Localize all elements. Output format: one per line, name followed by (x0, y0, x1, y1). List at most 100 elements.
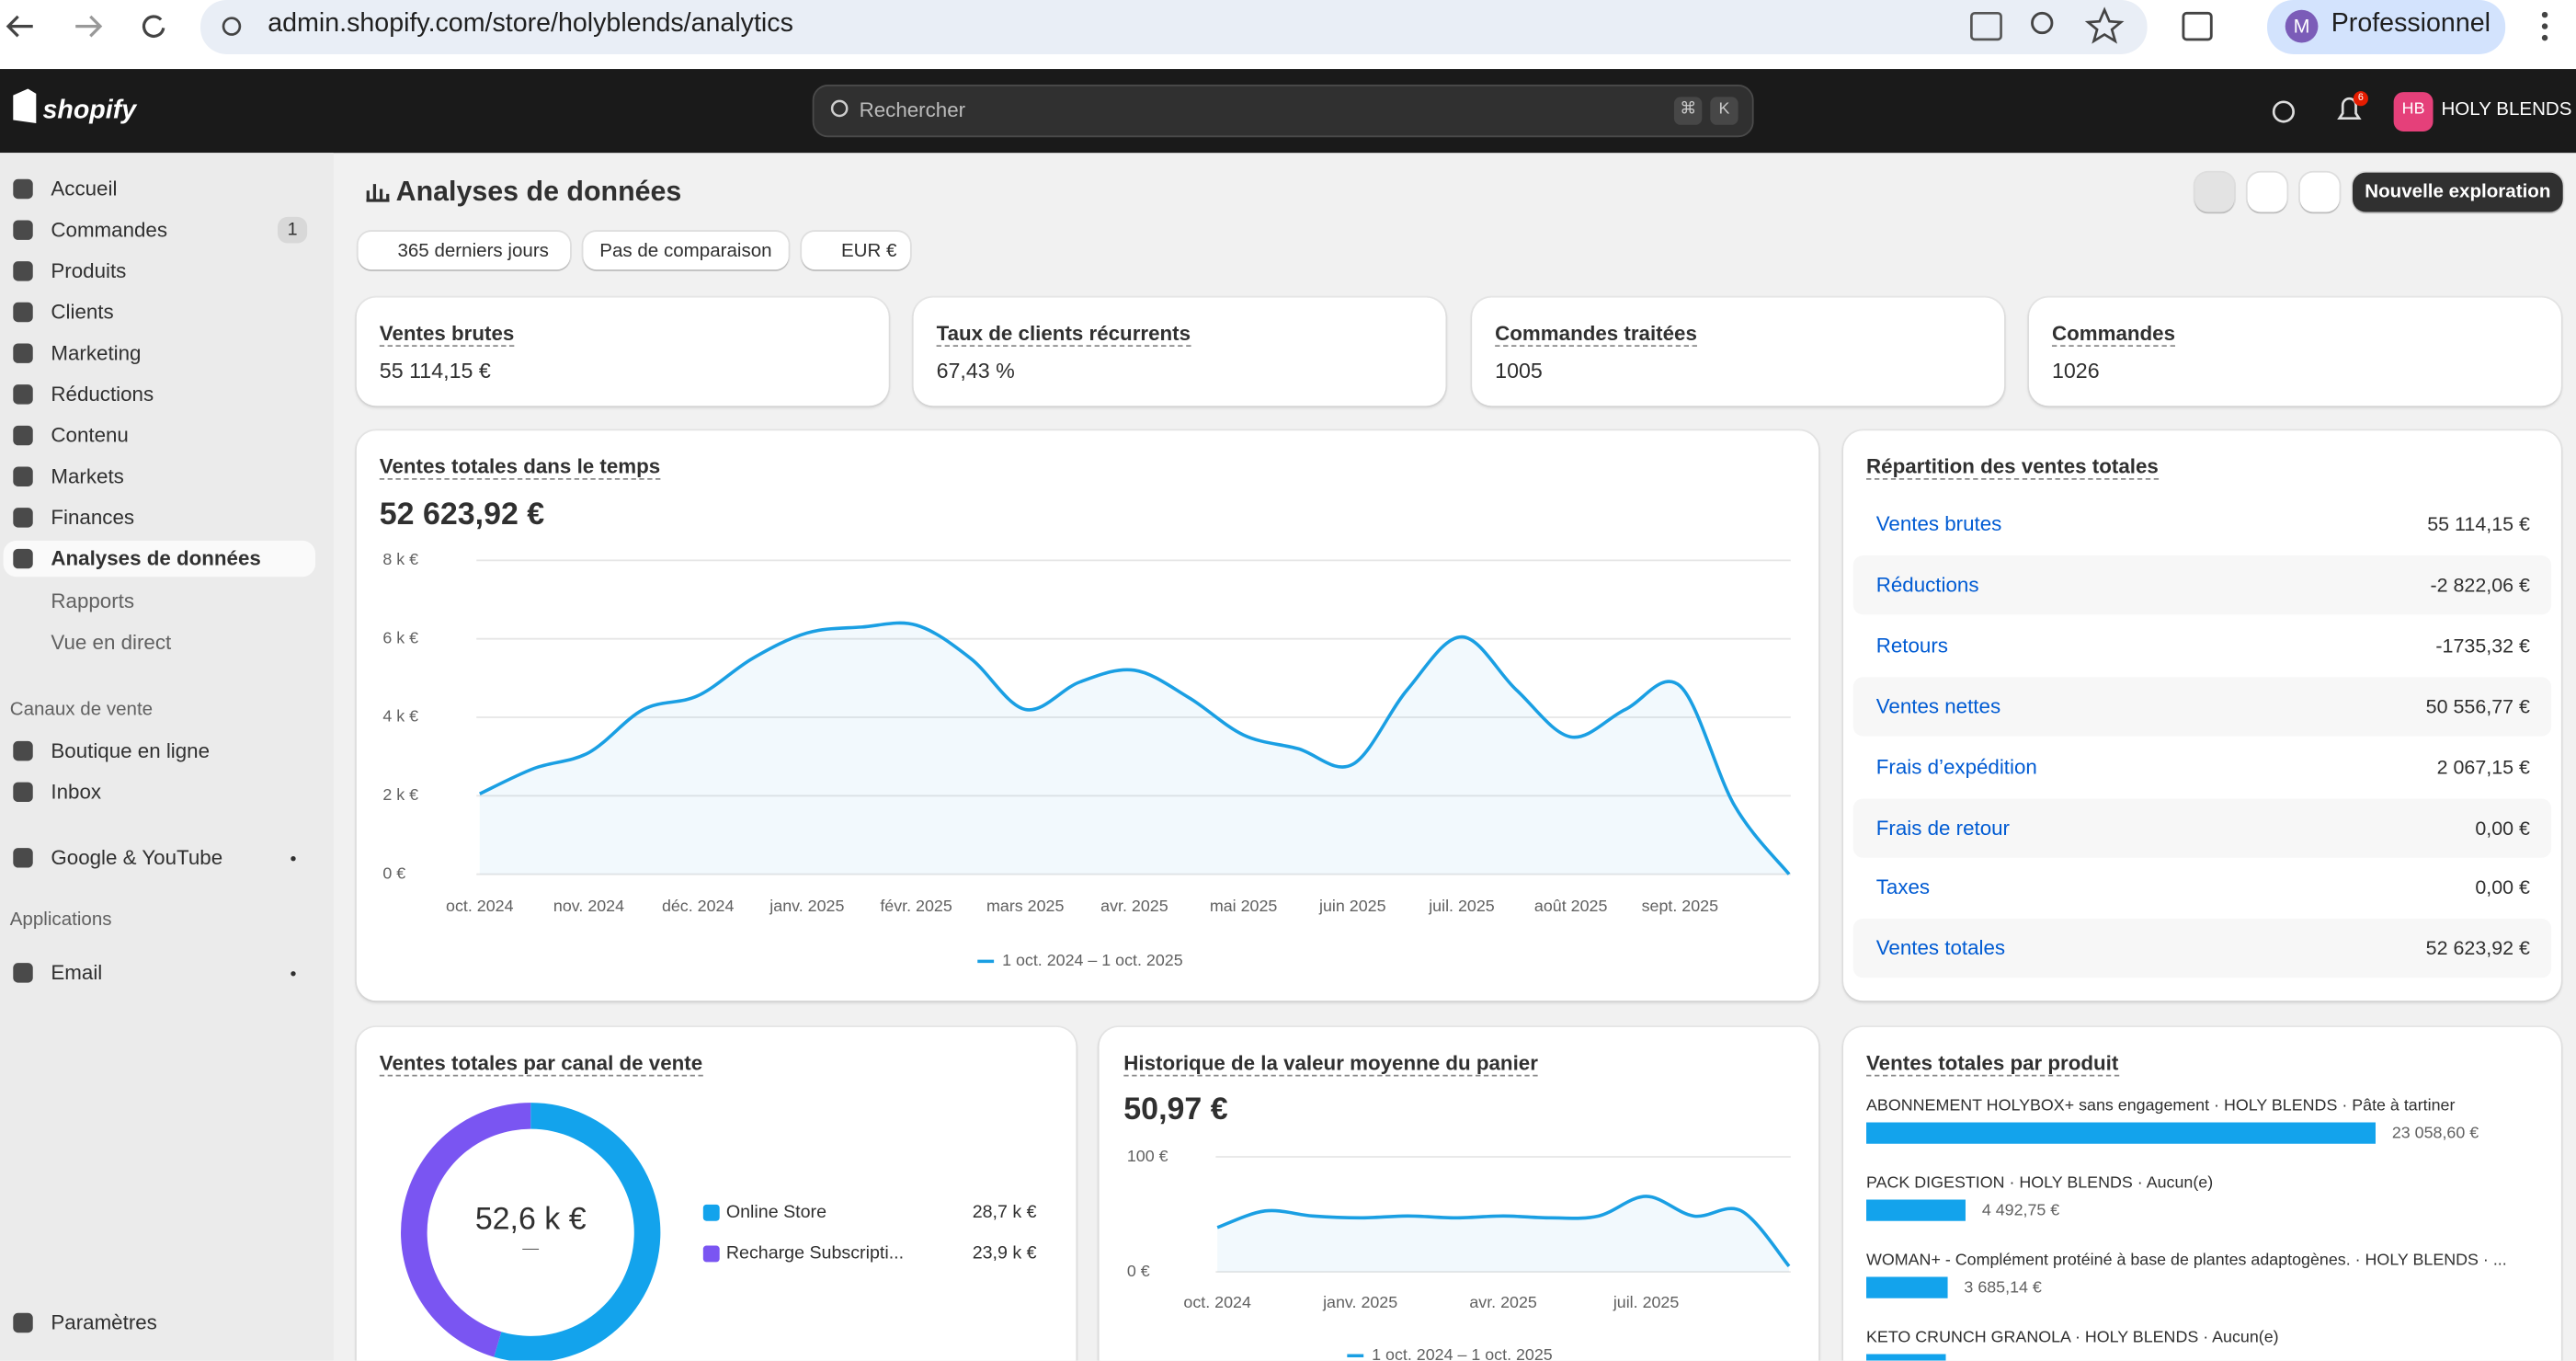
kpi-value: 1026 (2051, 358, 2100, 383)
nav-item[interactable]: Accueil (51, 177, 118, 201)
translate[interactable] (1970, 11, 2002, 41)
filter-label[interactable]: 365 derniers jours (397, 241, 549, 262)
section-heading[interactable]: Canaux de vente (9, 700, 154, 720)
bell[interactable] (2337, 97, 2362, 120)
nav-sub-item[interactable]: Vue en direct (51, 631, 172, 655)
nav-icon (13, 261, 33, 281)
filter-button[interactable] (802, 231, 910, 270)
bookmark[interactable] (2084, 6, 2125, 44)
kpi-label[interactable]: Ventes brutes (379, 322, 515, 348)
nav-item[interactable]: Commandes (51, 218, 168, 242)
channel-card (356, 1026, 1077, 1361)
url-pill[interactable] (200, 0, 2148, 54)
filter-label[interactable]: Pas de comparaison (599, 241, 772, 262)
breakdown-label[interactable]: Ventes totales (1875, 937, 2006, 961)
legend-value: 23,9 k € (973, 1243, 1037, 1264)
nav-icon (13, 1312, 33, 1333)
breakdown-label[interactable]: Réductions (1875, 573, 1979, 597)
x-tick-label: nov. 2024 (553, 897, 624, 915)
breakdown-label[interactable]: Taxes (1875, 876, 1931, 900)
x-tick-label: oct. 2024 (1183, 1293, 1251, 1311)
search-placeholder[interactable]: Rechercher (859, 98, 966, 122)
nav-icon (13, 508, 33, 528)
notification-count: 6 (2357, 93, 2364, 104)
legend-value: 28,7 k € (973, 1202, 1037, 1222)
forward[interactable] (75, 15, 103, 38)
kpi-value: 55 114,15 € (379, 358, 491, 383)
nav-item[interactable]: Paramètres (51, 1311, 157, 1335)
logo[interactable]: shopify (42, 97, 137, 125)
reload[interactable] (142, 15, 165, 38)
y-tick-label: 8 k € (382, 550, 418, 568)
nav-item[interactable]: Produits (51, 259, 127, 283)
badge (2353, 91, 2368, 107)
search-box[interactable] (812, 85, 1754, 138)
breakdown-label[interactable]: Ventes brutes (1875, 512, 2002, 536)
refresh-button[interactable] (2194, 172, 2235, 212)
nav-item[interactable]: Boutique en ligne (51, 739, 211, 763)
zoom[interactable] (2031, 11, 2054, 35)
breakdown-value: 55 114,15 € (2427, 512, 2530, 536)
site-info[interactable] (222, 17, 242, 36)
nav-item[interactable]: Marketing (51, 341, 142, 365)
filter-label[interactable]: EUR € (840, 241, 897, 262)
nav-item[interactable]: Inbox (51, 780, 102, 804)
nav-active (3, 540, 316, 578)
kpi-label[interactable]: Taux de clients récurrents (936, 322, 1191, 348)
nav-item[interactable]: Analyses de données (51, 547, 261, 571)
kpi-card[interactable] (913, 297, 1446, 406)
nav-item[interactable]: Réductions (51, 383, 154, 406)
nav-item[interactable]: Google & YouTube (51, 846, 223, 870)
nav-sub-item[interactable]: Rapports (51, 589, 135, 613)
store-name[interactable]: HOLY BLENDS (2441, 100, 2572, 120)
kpi-card[interactable] (356, 297, 889, 406)
y-tick-label: 4 k € (382, 707, 418, 726)
card-title[interactable]: Ventes totales par canal de vente (379, 1051, 703, 1077)
extensions[interactable] (2182, 11, 2213, 41)
nav-item[interactable]: Email (51, 961, 103, 985)
breakdown-label[interactable]: Ventes nettes (1875, 694, 2001, 718)
dot (291, 971, 296, 977)
menu-dot[interactable] (2541, 11, 2548, 18)
kpi-card[interactable] (2028, 297, 2561, 406)
store-avatar[interactable] (2393, 92, 2434, 132)
profile-pill[interactable] (2267, 0, 2506, 54)
card-title[interactable]: Ventes totales par produit (1866, 1051, 2119, 1077)
new-exploration-label[interactable]: Nouvelle exploration (2365, 182, 2551, 202)
nav-item[interactable]: Clients (51, 301, 114, 325)
card-title[interactable]: Historique de la valeur moyenne du panie… (1123, 1051, 1538, 1077)
kpi-label[interactable]: Commandes traitées (1495, 322, 1697, 348)
breakdown-label[interactable]: Frais d’expédition (1875, 755, 2037, 779)
donut-segment (401, 1103, 531, 1357)
nav-item[interactable]: Contenu (51, 424, 129, 448)
bar (1866, 1354, 1946, 1361)
card-title[interactable]: Répartition des ventes totales (1866, 454, 2159, 480)
line (479, 621, 1791, 875)
kpi-card[interactable] (1472, 297, 2005, 406)
nav-badge (278, 216, 308, 244)
breakdown-label[interactable]: Retours (1875, 634, 1948, 658)
dot (291, 856, 296, 862)
back[interactable] (6, 15, 33, 38)
card-title[interactable]: Ventes totales dans le temps (379, 454, 661, 480)
y-tick-label: 0 € (382, 863, 405, 882)
edit-button[interactable] (2299, 172, 2340, 212)
kpi-label[interactable]: Commandes (2051, 322, 2176, 348)
sidekick[interactable] (2272, 100, 2295, 123)
profile-name[interactable]: Professionnel (2331, 9, 2491, 39)
nav-item[interactable]: Finances (51, 506, 135, 530)
x-tick-label: mai 2025 (1210, 897, 1278, 915)
nav-item[interactable]: Markets (51, 464, 124, 488)
filter-button[interactable] (358, 231, 571, 270)
section-heading[interactable]: Applications (9, 909, 112, 931)
x-tick-label: avr. 2025 (1469, 1293, 1537, 1311)
donut-center: 52,6 k € (475, 1202, 587, 1237)
kpi-value: 67,43 % (936, 358, 1015, 383)
expand-button[interactable] (2247, 172, 2287, 212)
breakdown-label[interactable]: Frais de retour (1875, 816, 2010, 840)
y-tick-label: 0 € (1127, 1262, 1150, 1280)
breakdown-value: 52 623,92 € (2425, 937, 2530, 961)
filter-button[interactable] (583, 231, 789, 270)
url[interactable]: admin.shopify.com/store/holyblends/analy… (268, 9, 793, 39)
new-exploration-button[interactable] (2352, 172, 2563, 212)
